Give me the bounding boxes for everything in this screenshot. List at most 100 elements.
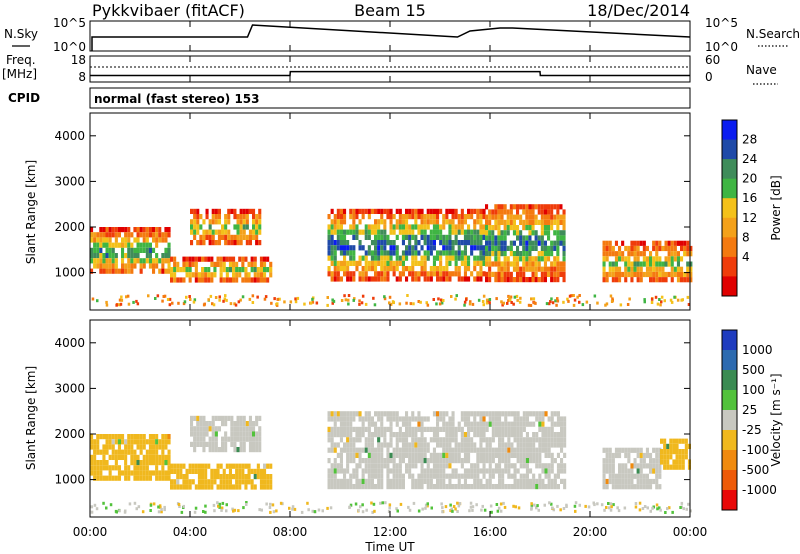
heat-cell [164, 470, 168, 476]
heat-cell [343, 484, 347, 490]
heat-cell [645, 473, 649, 479]
heat-cell [352, 255, 356, 261]
heat-cell [227, 214, 231, 220]
heat-cell [227, 234, 231, 240]
heat-cell [485, 484, 489, 490]
heat-cell [420, 447, 424, 453]
heat-cell [519, 432, 523, 438]
heat-cell [441, 510, 444, 514]
heat-cell [421, 507, 424, 511]
heat-cell [188, 295, 191, 298]
heat-cell [652, 478, 656, 485]
heat-cell [494, 204, 498, 210]
heat-cell [401, 484, 405, 490]
heat-cell [383, 245, 387, 251]
heat-cell [556, 230, 560, 236]
heat-cell [349, 250, 353, 256]
heat-cell [676, 277, 680, 283]
heat-cell [115, 303, 118, 307]
heat-cell [173, 267, 177, 273]
heat-cell [500, 277, 504, 283]
heat-cell [347, 294, 351, 297]
heat-cell [510, 411, 514, 417]
heat-cell [432, 473, 436, 479]
heat-cell [182, 504, 185, 508]
heat-cell [346, 421, 350, 427]
heat-cell [127, 227, 131, 233]
heat-cell [676, 251, 680, 257]
heat-cell [636, 463, 640, 469]
heat-cell [473, 473, 477, 479]
heat-cell [218, 298, 221, 302]
heat-cell [207, 298, 210, 302]
noise-right-label: N.Search [746, 27, 800, 41]
heat-cell [497, 240, 501, 246]
heat-cell [149, 503, 153, 507]
heat-cell [263, 468, 267, 474]
heat-cell [117, 449, 121, 455]
heat-cell [252, 426, 256, 432]
heat-cell [473, 463, 477, 469]
heat-cell [426, 214, 430, 220]
heat-cell [367, 276, 371, 282]
heat-cell [408, 245, 412, 251]
heat-cell [173, 261, 177, 267]
heat-cell [158, 227, 162, 233]
heat-cell [649, 261, 653, 267]
heat-cell [445, 437, 449, 443]
heat-cell [361, 484, 365, 490]
heat-cell [512, 230, 516, 236]
heat-cell [401, 458, 405, 464]
heat-cell [473, 219, 477, 225]
heat-cell [152, 232, 156, 238]
heat-cell [197, 272, 201, 278]
heat-cell [352, 245, 356, 251]
heat-cell [570, 294, 573, 298]
heat-cell [678, 459, 682, 465]
heat-cell [448, 452, 452, 458]
heat-cell [544, 484, 548, 490]
heat-cell [513, 478, 517, 484]
heat-cell [383, 229, 387, 235]
heat-cell [562, 240, 566, 246]
heat-cell [440, 301, 444, 305]
heat-cell [352, 452, 356, 458]
heat-cell [179, 267, 183, 273]
heat-cell [386, 276, 390, 282]
heat-cell [339, 458, 343, 464]
heat-cell [120, 298, 124, 302]
heat-cell [532, 478, 536, 484]
heat-cell [562, 507, 566, 510]
heat-cell [550, 411, 554, 417]
heat-cell [470, 245, 474, 251]
heat-cell [127, 268, 131, 274]
heat-cell [176, 484, 180, 490]
heat-cell [214, 240, 218, 246]
heat-cell [501, 437, 505, 443]
heat-cell [494, 416, 498, 422]
heat-cell [553, 484, 557, 490]
heat-cell [389, 266, 393, 272]
heat-cell [451, 458, 455, 464]
heat-cell [411, 432, 415, 438]
heat-cell [467, 208, 471, 214]
velocity-cbar-block [722, 470, 737, 491]
heat-cell [389, 437, 393, 443]
heat-cell [439, 426, 443, 432]
heat-cell [142, 460, 146, 466]
heat-cell [445, 452, 449, 458]
heat-cell [439, 240, 443, 246]
heat-cell [509, 251, 513, 257]
heat-cell [233, 208, 237, 214]
heat-cell [609, 502, 613, 506]
heat-cell [191, 468, 195, 474]
heat-cell [420, 463, 424, 469]
heat-cell [386, 442, 390, 448]
heat-cell [148, 439, 152, 445]
heat-cell [387, 510, 391, 513]
heat-cell [448, 250, 452, 256]
heat-cell [420, 426, 424, 432]
heat-cell [296, 296, 300, 300]
heat-cell [528, 261, 532, 267]
heat-cell [624, 452, 628, 459]
